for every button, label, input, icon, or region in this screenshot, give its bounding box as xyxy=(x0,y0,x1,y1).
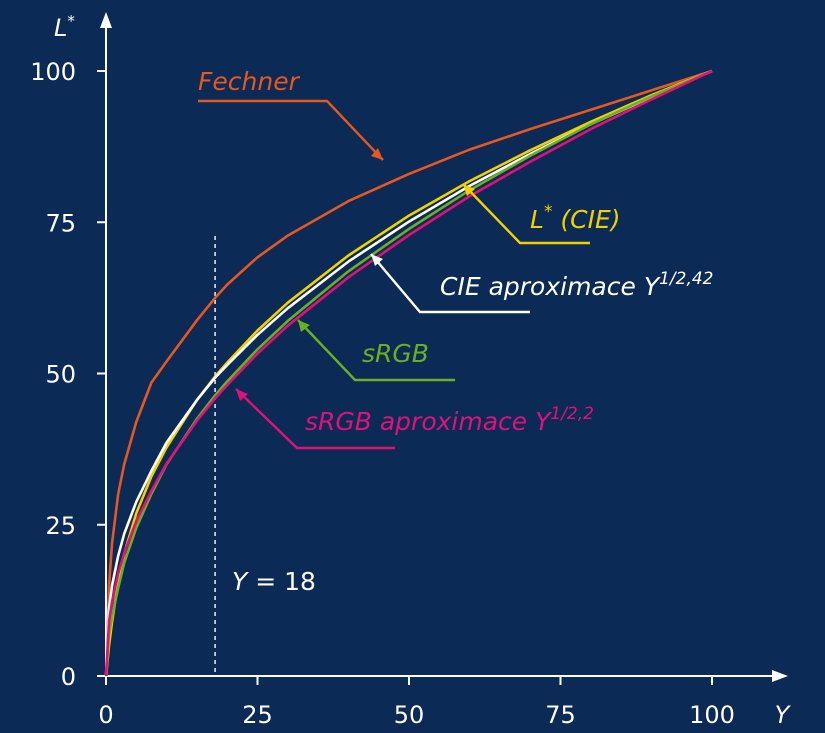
label-leader-2 xyxy=(370,253,530,314)
y-tick-label: 25 xyxy=(45,512,76,540)
marker-label: Y = 18 xyxy=(232,567,316,596)
series-line-3 xyxy=(104,69,713,677)
x-axis-title: Y xyxy=(775,701,792,729)
arrow-icon xyxy=(463,184,475,196)
arrow-icon xyxy=(236,389,248,401)
x-tick-label: 0 xyxy=(98,701,113,729)
series-line-0 xyxy=(105,69,713,677)
x-tick-label: 50 xyxy=(394,701,425,729)
series-group xyxy=(104,69,713,677)
x-tick-label: 75 xyxy=(545,701,576,729)
y-tick-label: 0 xyxy=(61,663,76,691)
series-label-3: sRGB xyxy=(362,339,429,368)
arrow-icon xyxy=(298,320,310,332)
arrow-icon xyxy=(371,148,383,160)
series-line-2 xyxy=(104,69,713,677)
label-leader-4 xyxy=(235,388,395,450)
y-tick-label: 75 xyxy=(45,209,76,237)
y-tick-label: 100 xyxy=(30,58,76,86)
series-label-4: sRGB aproximace Y1/2,2 xyxy=(305,404,594,436)
arrow-icon xyxy=(371,254,383,266)
label-leader-0 xyxy=(198,99,384,161)
marker-group: Y = 18 xyxy=(214,236,316,674)
axes: 00 25 25 50 50 75 75 100 100 Y L* xyxy=(30,12,792,729)
series-label-2: CIE aproximace Y1/2,42 xyxy=(440,269,714,301)
label-leader-1 xyxy=(462,183,590,245)
x-tick-label: 25 xyxy=(242,701,273,729)
x-tick-label: 100 xyxy=(689,701,735,729)
x-axis-arrow-icon xyxy=(772,670,788,682)
series-label-0: Fechner xyxy=(198,67,301,96)
y-tick-label: 50 xyxy=(45,361,76,389)
series-line-4 xyxy=(104,69,713,677)
y-axis-title: L* xyxy=(54,12,75,42)
series-label-1: L* (CIE) xyxy=(530,202,621,234)
series-labels: Fechner L* (CIE) CIE aproximace Y1/2,42 sRG… xyxy=(198,67,714,450)
label-leader-3 xyxy=(297,319,455,382)
y-axis-arrow-icon xyxy=(100,12,112,28)
